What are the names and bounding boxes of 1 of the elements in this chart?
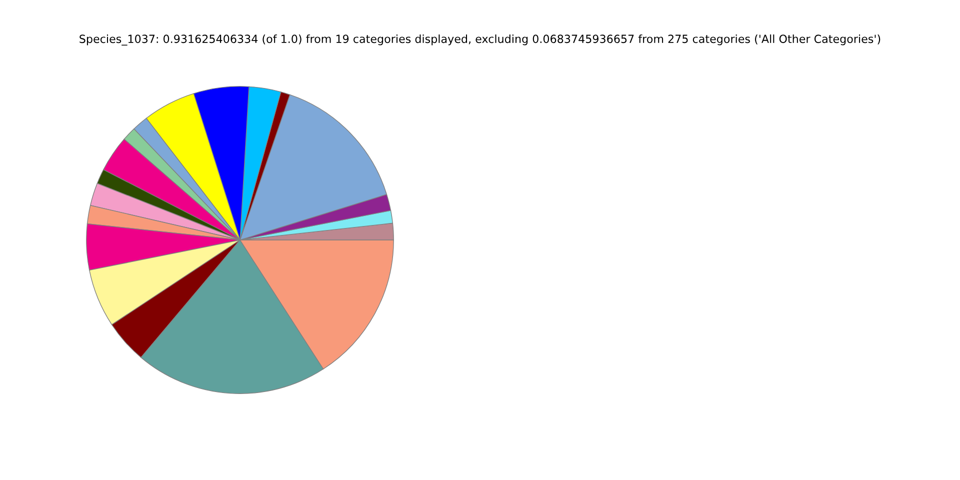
text: Species_1037: 0.931625406334 (of 1.0) from 19 categories displayed, excluding 0.0683745936657 from 275 categories ('All Other Categories') (80, 34, 880, 46)
